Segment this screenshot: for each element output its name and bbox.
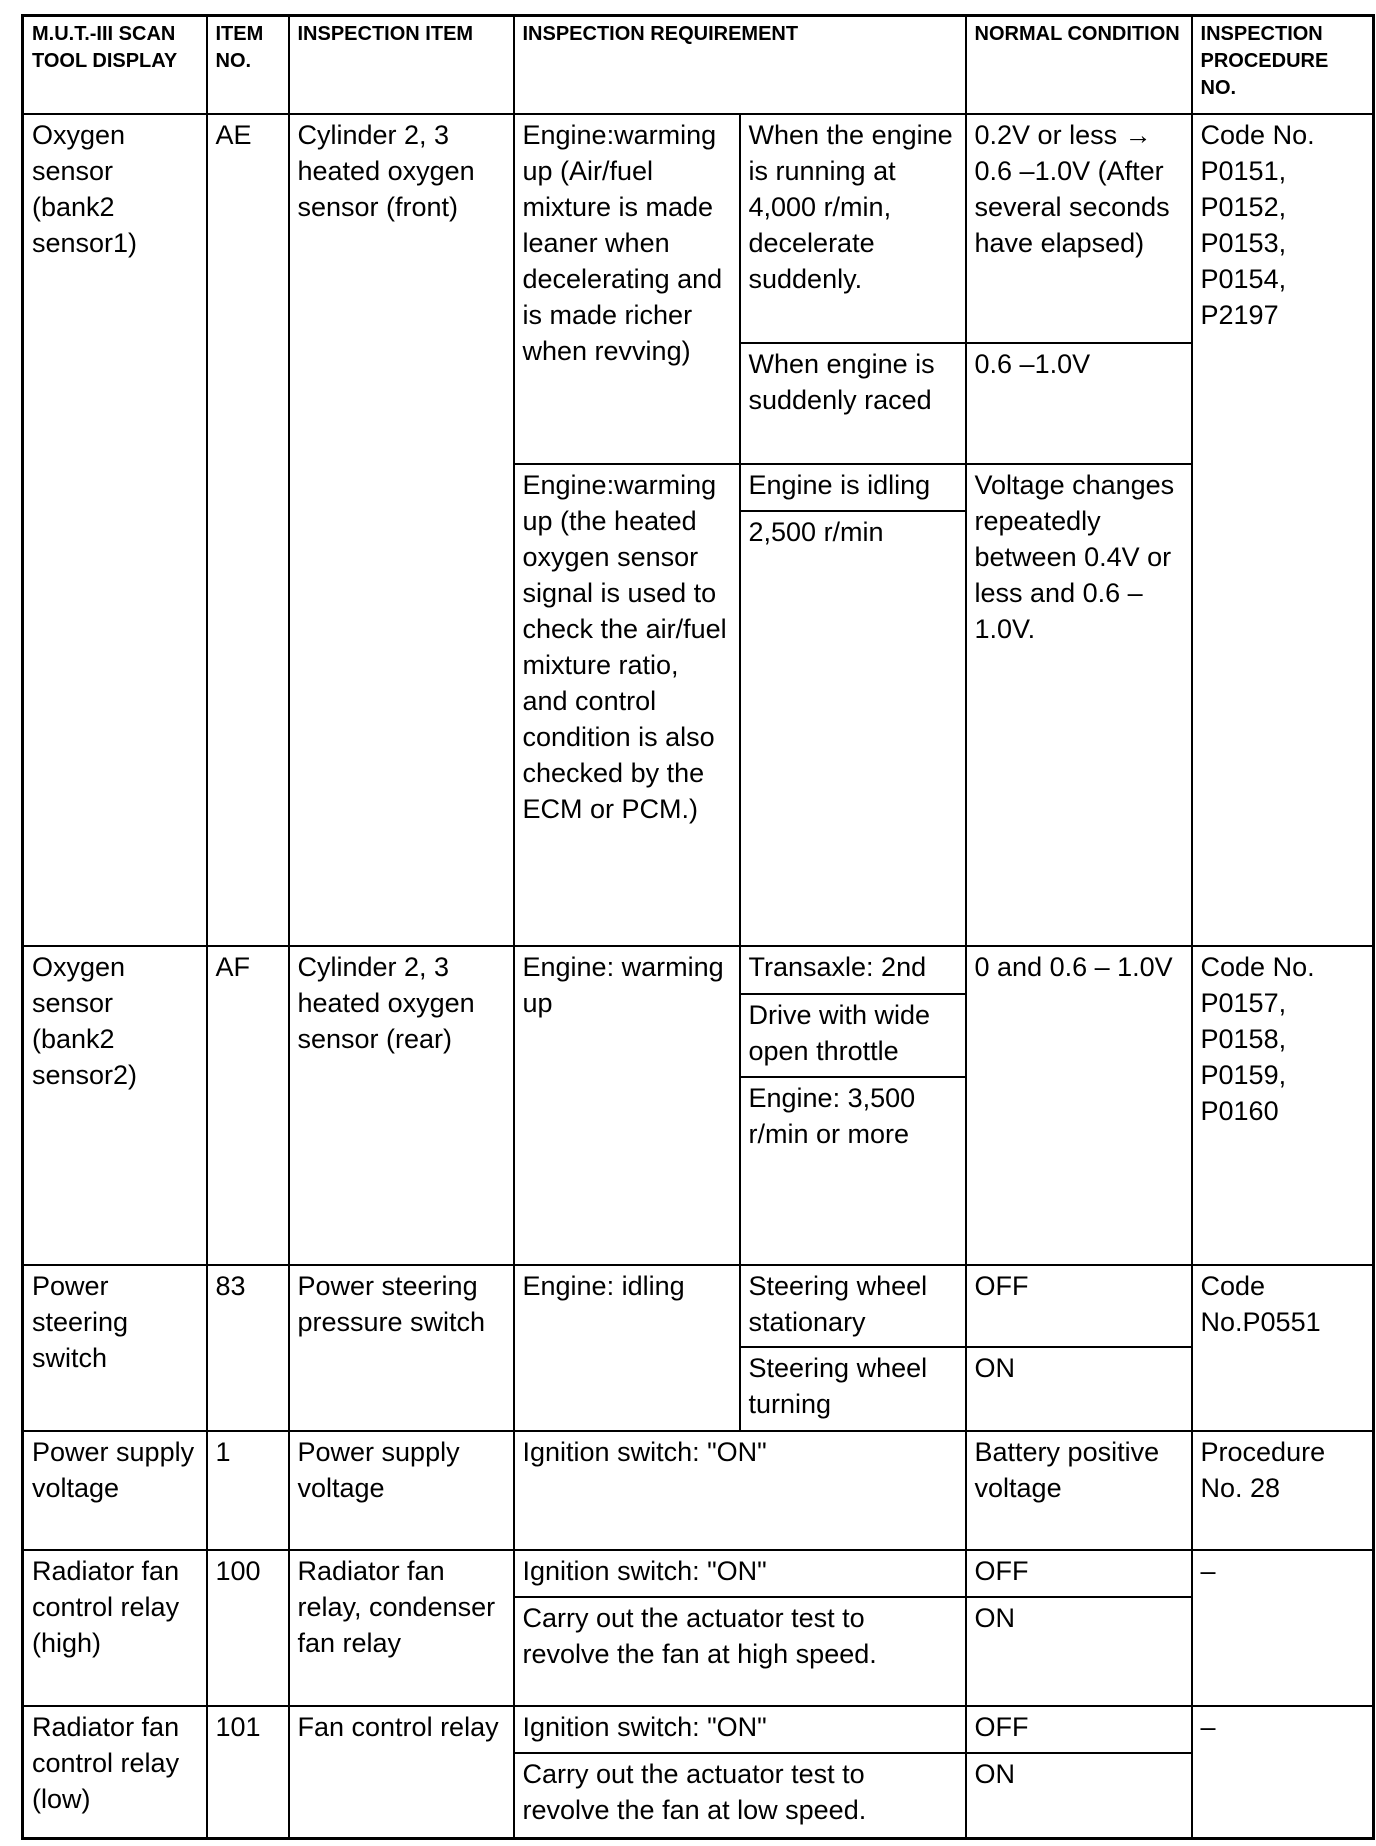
cell-normal: OFF — [964, 1548, 1193, 1598]
cell-cond: Transaxle: 2nd — [738, 944, 967, 995]
cell-normal: OFF — [964, 1263, 1193, 1348]
cell-display: Oxygen sensor (bank2 sensor1) — [21, 112, 208, 947]
cell-cond: Engine is idling — [738, 462, 967, 512]
cell-no: 100 — [205, 1548, 290, 1707]
header-requirement: INSPECTION REQUIREMENT — [512, 14, 967, 115]
cell-normal: 0 and 0.6 – 1.0V — [964, 944, 1193, 1266]
cell-item: Cylinder 2, 3 heated oxygen sensor (fron… — [287, 112, 515, 947]
header-normal: NORMAL CONDITION — [964, 14, 1193, 115]
cell-no: 101 — [205, 1704, 290, 1840]
table-row: Radiator fan control relay (high) 100 Ra… — [21, 1548, 1375, 1707]
cell-no: 1 — [205, 1429, 290, 1551]
cell-req: Carry out the actuator test to revolve t… — [512, 1595, 967, 1707]
table-row: Radiator fan control relay (low) 101 Fan… — [21, 1704, 1375, 1840]
cell-cond: 2,500 r/min — [738, 509, 967, 947]
cell-display: Power supply voltage — [21, 1429, 208, 1551]
cell-proc: Code No. P0151, P0152, P0153, P0154, P21… — [1190, 112, 1375, 947]
cell-normal: Voltage changes repeatedly between 0.4V … — [964, 462, 1193, 947]
cell-display: Radiator fan control relay (high) — [21, 1548, 208, 1707]
cell-normal: ON — [964, 1595, 1193, 1707]
cell-item: Power steering pressure switch — [287, 1263, 515, 1432]
cell-req: Ignition switch: "ON" — [512, 1429, 967, 1551]
cell-req: Ignition switch: "ON" — [512, 1548, 967, 1598]
cell-display: Oxygen sensor (bank2 sensor2) — [21, 944, 208, 1266]
cell-req: Engine:warming up (the heated oxygen sen… — [512, 462, 741, 947]
header-row: M.U.T.-III SCAN TOOL DISPLAY ITEM NO. IN… — [21, 14, 1375, 115]
cell-cond: Engine: 3,500 r/min or more — [738, 1075, 967, 1266]
header-procedure: INSPECTION PROCEDURE NO. — [1190, 14, 1375, 115]
cell-item: Fan control relay — [287, 1704, 515, 1840]
cell-display: Radiator fan control relay (low) — [21, 1704, 208, 1840]
cell-cond: Drive with wide open throttle — [738, 992, 967, 1078]
cell-normal: Battery positive voltage — [964, 1429, 1193, 1551]
cell-req: Carry out the actuator test to revolve t… — [512, 1751, 967, 1840]
cell-no: AE — [205, 112, 290, 947]
cell-no: 83 — [205, 1263, 290, 1432]
cell-proc: – — [1190, 1548, 1375, 1707]
table-row: Oxygen sensor (bank2 sensor1) AE Cylinde… — [21, 112, 1375, 947]
header-display: M.U.T.-III SCAN TOOL DISPLAY — [21, 14, 208, 115]
cell-normal: 0.2V or less → 0.6 –1.0V (After several … — [964, 112, 1193, 344]
cell-req: Engine: warming up — [512, 944, 741, 1266]
cell-proc: Code No. P0157, P0158, P0159, P0160 — [1190, 944, 1375, 1266]
cell-cond: Steering wheel stationary — [738, 1263, 967, 1348]
cell-proc: Procedure No. 28 — [1190, 1429, 1375, 1551]
cell-no: AF — [205, 944, 290, 1266]
cell-req: Engine:warming up (Air/fuel mixture is m… — [512, 112, 741, 465]
inspection-table: M.U.T.-III SCAN TOOL DISPLAY ITEM NO. IN… — [21, 14, 1376, 1840]
cell-proc: – — [1190, 1704, 1375, 1840]
cell-req: Ignition switch: "ON" — [512, 1704, 967, 1754]
cell-cond: When the engine is running at 4,000 r/mi… — [738, 112, 967, 344]
cell-proc: Code No.P0551 — [1190, 1263, 1375, 1432]
cell-display: Power steering switch — [21, 1263, 208, 1432]
cell-normal: ON — [964, 1345, 1193, 1432]
cell-req: Engine: idling — [512, 1263, 741, 1432]
cell-item: Radiator fan relay, condenser fan relay — [287, 1548, 515, 1707]
table-row: Power supply voltage 1 Power supply volt… — [21, 1429, 1375, 1551]
table-row: Oxygen sensor (bank2 sensor2) AF Cylinde… — [21, 944, 1375, 1266]
table-row: Power steering switch 83 Power steering … — [21, 1263, 1375, 1432]
cell-item: Cylinder 2, 3 heated oxygen sensor (rear… — [287, 944, 515, 1266]
cell-cond: Steering wheel turning — [738, 1345, 967, 1432]
cell-normal: 0.6 –1.0V — [964, 341, 1193, 465]
header-item: INSPECTION ITEM — [287, 14, 515, 115]
cell-normal: OFF — [964, 1704, 1193, 1754]
cell-cond: When engine is suddenly raced — [738, 341, 967, 465]
header-item-no: ITEM NO. — [205, 14, 290, 115]
cell-item: Power supply voltage — [287, 1429, 515, 1551]
cell-normal: ON — [964, 1751, 1193, 1840]
